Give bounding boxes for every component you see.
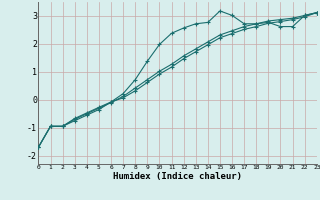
X-axis label: Humidex (Indice chaleur): Humidex (Indice chaleur) — [113, 172, 242, 181]
